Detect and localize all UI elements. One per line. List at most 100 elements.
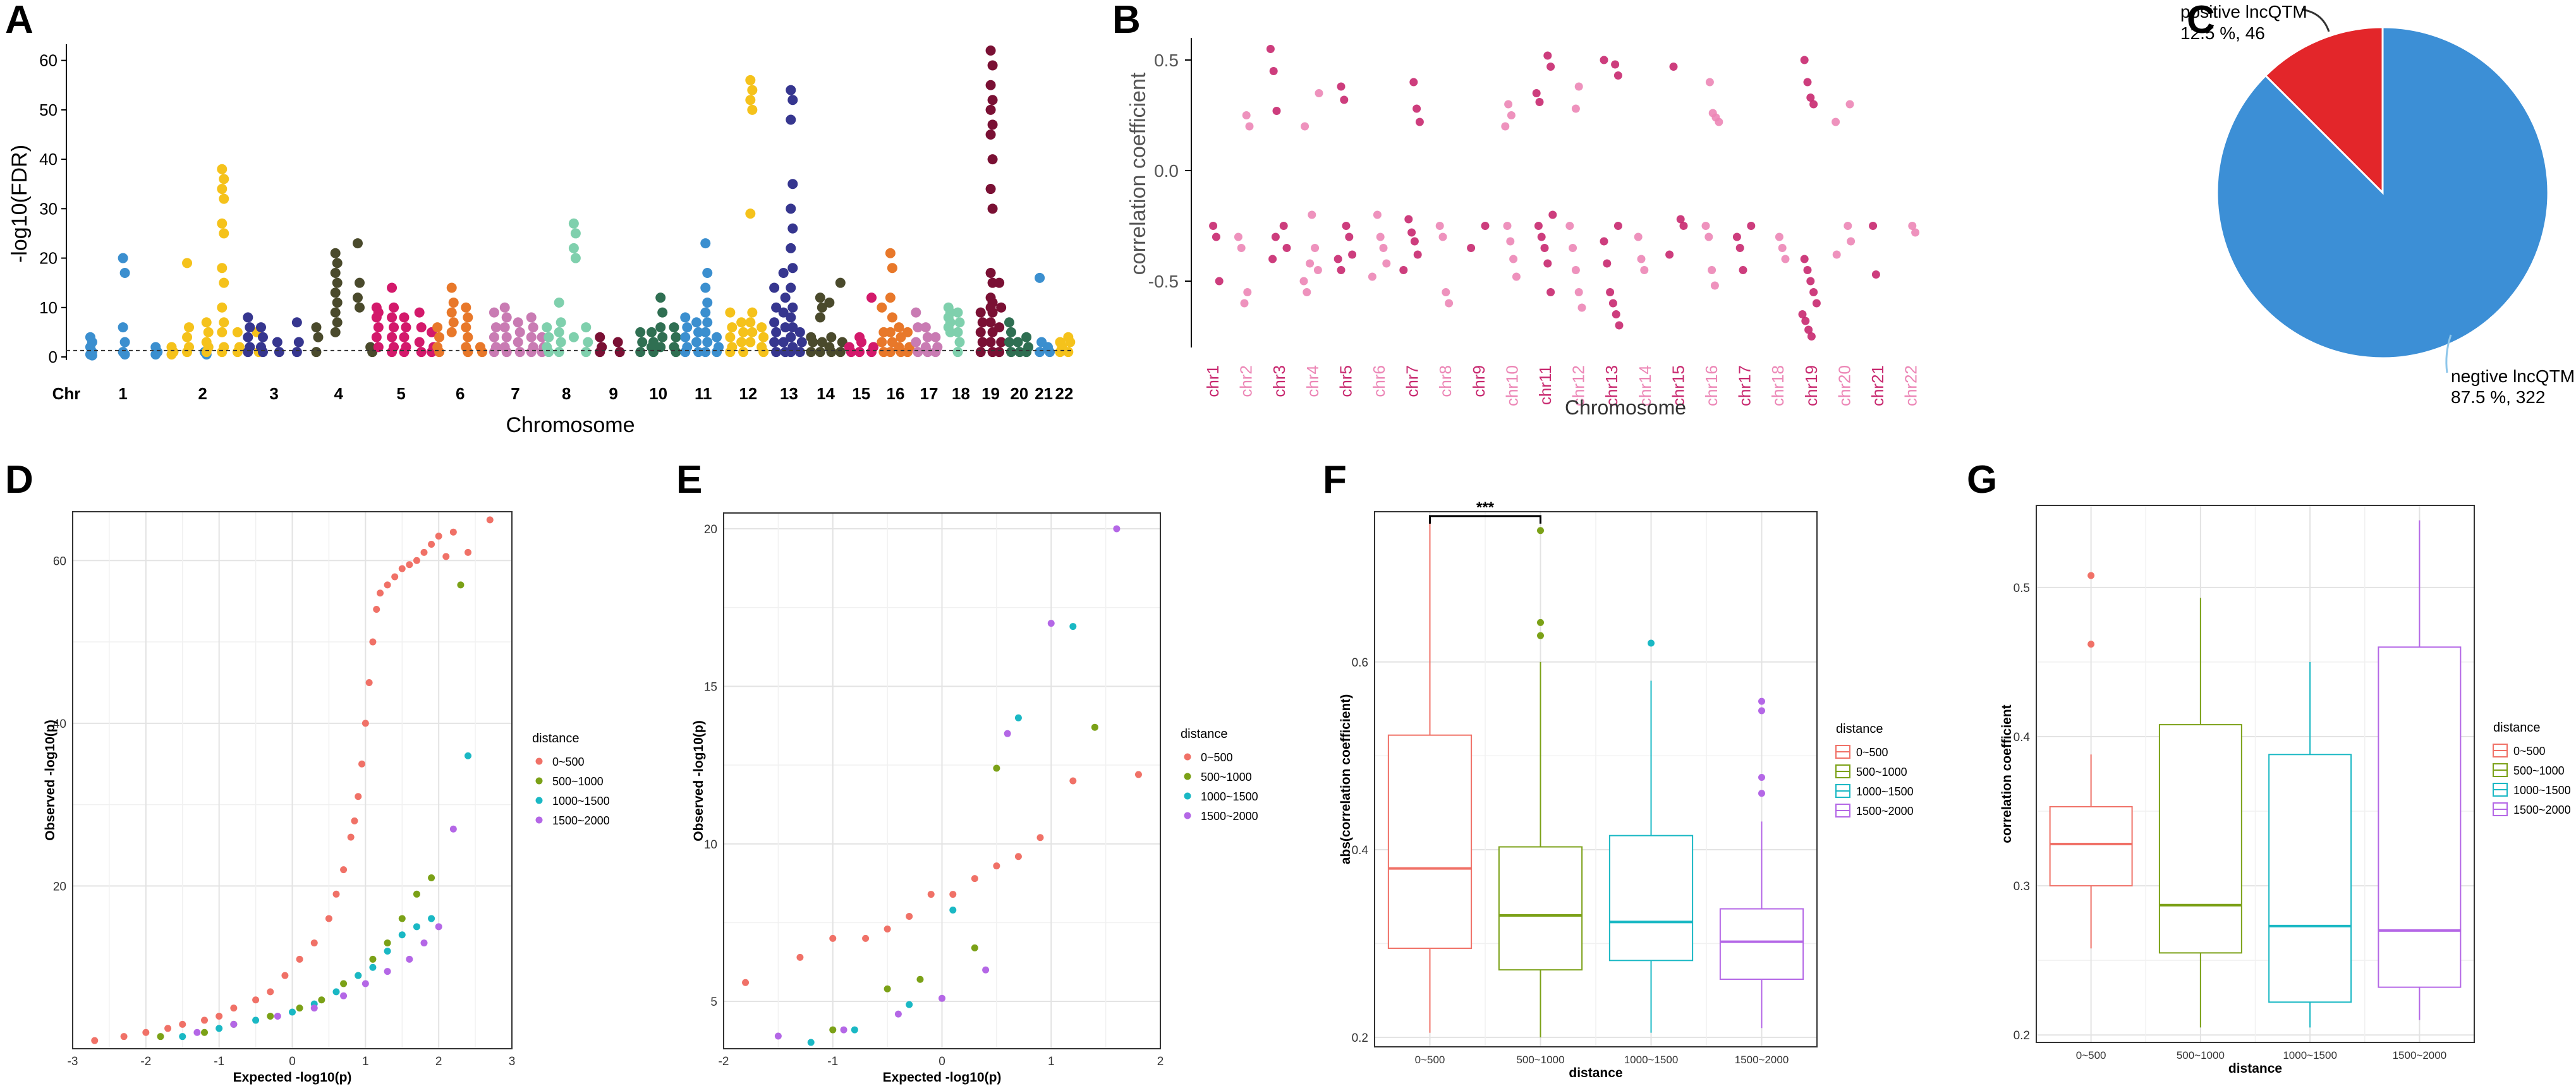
a-point	[414, 307, 425, 318]
a-point	[387, 312, 398, 323]
a-point	[1045, 347, 1055, 358]
b-point-negative	[1832, 250, 1841, 259]
a-point	[330, 248, 341, 258]
b-point-negative	[1534, 222, 1543, 230]
b-point-negative	[1911, 228, 1920, 237]
d-x-tick-label: 1	[362, 1055, 369, 1068]
d-legend-key	[535, 777, 543, 785]
c-label-positive: positive lncQTM	[2180, 2, 2307, 21]
a-point	[725, 347, 736, 358]
b-point-positive	[1543, 51, 1552, 60]
d-x-tick-label: 3	[509, 1055, 516, 1068]
b-point-negative	[1348, 250, 1357, 259]
b-x-tick-label: chr2	[1237, 365, 1256, 397]
b-y-tick-label: 0.0	[1154, 161, 1179, 181]
a-point	[232, 327, 243, 337]
a-point	[725, 307, 736, 318]
b-point-positive	[1413, 104, 1421, 113]
a-point	[786, 114, 796, 125]
a-point	[1021, 332, 1032, 342]
e-point	[1091, 723, 1098, 731]
f-outlier	[1758, 790, 1765, 797]
a-point	[217, 263, 228, 274]
a-point	[736, 317, 747, 328]
b-point-negative	[1368, 272, 1376, 281]
b-y-label: correlation coefficient	[1126, 72, 1150, 275]
a-point	[758, 332, 769, 342]
d-point	[406, 955, 413, 963]
a-point	[501, 347, 512, 358]
a-point	[201, 347, 212, 358]
d-point	[267, 1012, 274, 1020]
panel-letter-a: A	[5, 0, 33, 42]
a-point	[975, 347, 986, 358]
b-point-negative	[1803, 266, 1812, 274]
d-point	[398, 931, 406, 939]
c-slice-negative	[2216, 26, 2549, 359]
a-point	[217, 164, 228, 174]
a-point	[747, 104, 758, 115]
b-point-negative	[1413, 250, 1422, 259]
d-legend-label: 1500~2000	[552, 814, 610, 827]
b-point-negative	[1404, 215, 1413, 224]
d-point	[201, 1029, 208, 1036]
d-point	[318, 996, 325, 1004]
a-point	[219, 193, 229, 204]
e-legend-title: distance	[1181, 727, 1228, 741]
a-point	[787, 223, 798, 234]
a-point	[985, 268, 996, 279]
b-point-positive	[1269, 67, 1278, 75]
a-point	[243, 332, 253, 342]
e-legend-key	[1184, 753, 1191, 761]
a-point	[747, 85, 758, 95]
a-point	[182, 347, 193, 358]
a-point	[877, 337, 887, 347]
b-point-negative	[1282, 244, 1291, 252]
a-point	[1012, 337, 1023, 347]
b-point-negative	[1399, 266, 1408, 274]
b-y-tick-label: -0.5	[1148, 272, 1179, 291]
g-plot-border	[2036, 505, 2475, 1043]
a-point	[787, 179, 798, 190]
b-point-negative	[1212, 232, 1220, 241]
a-x-tick-label: 9	[609, 384, 617, 403]
d-point	[486, 516, 494, 524]
b-point-negative	[1608, 299, 1617, 308]
a-point	[414, 337, 425, 347]
b-point-negative	[1812, 299, 1821, 308]
f-outlier	[1537, 618, 1544, 626]
b-point-negative	[1299, 277, 1308, 286]
a-point	[655, 342, 666, 353]
a-point	[352, 293, 363, 303]
b-x-tick-label: chr17	[1735, 365, 1754, 406]
a-point	[756, 322, 767, 333]
a-point	[637, 337, 648, 347]
b-point-negative	[1708, 266, 1716, 274]
a-point	[291, 317, 302, 328]
d-point	[310, 1005, 318, 1012]
d-point	[325, 915, 332, 922]
d-point	[289, 1008, 296, 1016]
a-point	[736, 337, 747, 347]
d-point	[355, 793, 362, 800]
b-point-negative	[1676, 215, 1685, 224]
a-point	[786, 282, 796, 293]
d-legend-label: 1000~1500	[552, 795, 610, 807]
f-outlier	[1537, 527, 1544, 534]
b-point-negative	[1778, 244, 1787, 252]
a-point	[930, 332, 941, 342]
b-point-negative	[1379, 244, 1388, 252]
d-point	[369, 638, 377, 646]
a-point	[700, 327, 711, 337]
e-point	[1004, 730, 1011, 737]
a-point	[1035, 347, 1045, 358]
b-point-positive	[1272, 107, 1281, 115]
b-point-positive	[1803, 78, 1812, 87]
b-point-negative	[1806, 277, 1815, 286]
a-point	[330, 307, 341, 318]
a-point	[311, 347, 322, 358]
a-point	[835, 347, 846, 358]
b-point-positive	[1242, 111, 1251, 119]
a-x-tick-label: 13	[780, 384, 798, 403]
e-point	[862, 934, 870, 942]
